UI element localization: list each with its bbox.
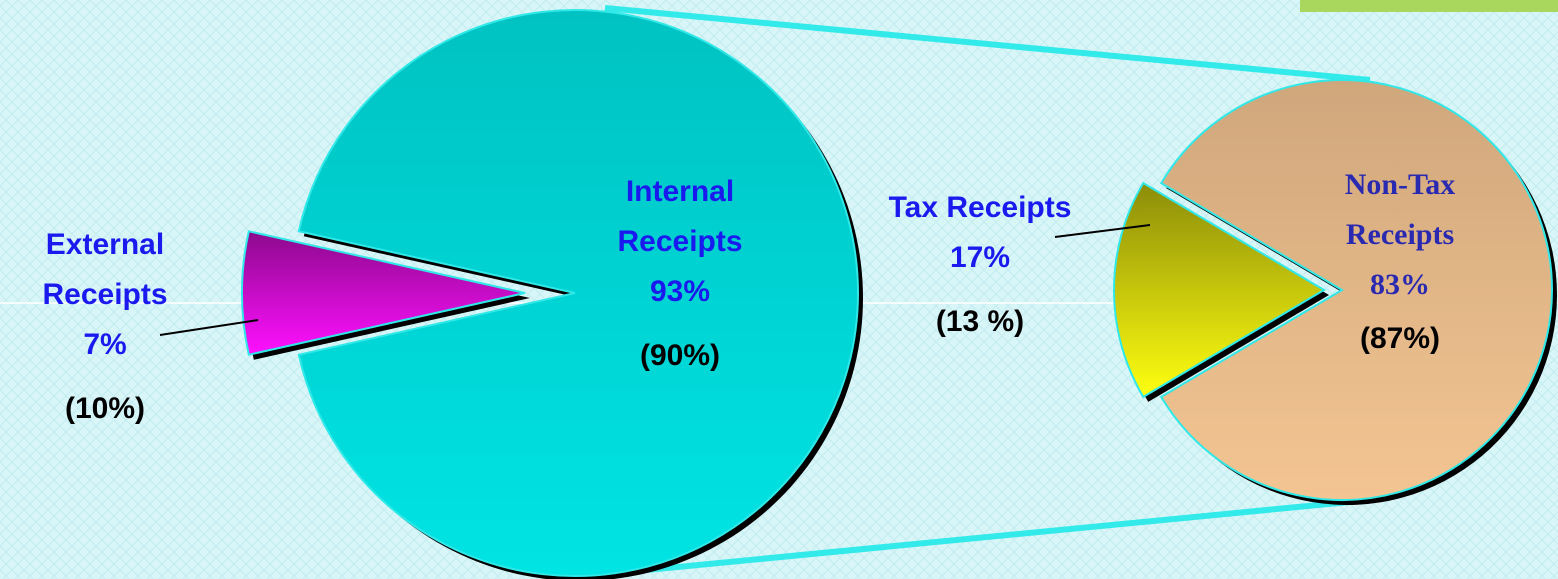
value-label: 17% [949, 241, 1011, 274]
comparison-label: (90%) [639, 339, 721, 372]
label-group: External Receipts 7% (10%) [5, 220, 205, 434]
value-label: 83% [1370, 268, 1430, 301]
value-label: 93% [649, 275, 711, 308]
leader-line [159, 319, 259, 336]
comparison-label: (10%) [64, 392, 146, 425]
connector-bottom [604, 497, 1371, 577]
comparison-label: (13 %) [935, 305, 1025, 338]
category-label: Internal Receipts [617, 175, 743, 258]
label-group: Non-Tax Receipts 83% (87%) [1300, 160, 1500, 364]
category-label: Non-Tax Receipts [1344, 168, 1456, 251]
pie-slice [1159, 79, 1553, 501]
value-label: 7% [83, 328, 127, 361]
category-label: Tax Receipts [888, 191, 1072, 224]
pie-slice [297, 9, 860, 577]
label-group: Tax Receipts 17% (13 %) [880, 183, 1080, 347]
leader-line [1054, 224, 1151, 238]
pie-slice [1113, 181, 1326, 399]
connector-top [604, 5, 1371, 83]
pie-slice [241, 230, 526, 356]
label-group: Internal Receipts 93% (90%) [580, 167, 780, 381]
comparison-label: (87%) [1359, 322, 1441, 355]
pies [241, 9, 1557, 579]
accent-bar [1300, 0, 1558, 12]
category-label: External Receipts [42, 228, 168, 311]
